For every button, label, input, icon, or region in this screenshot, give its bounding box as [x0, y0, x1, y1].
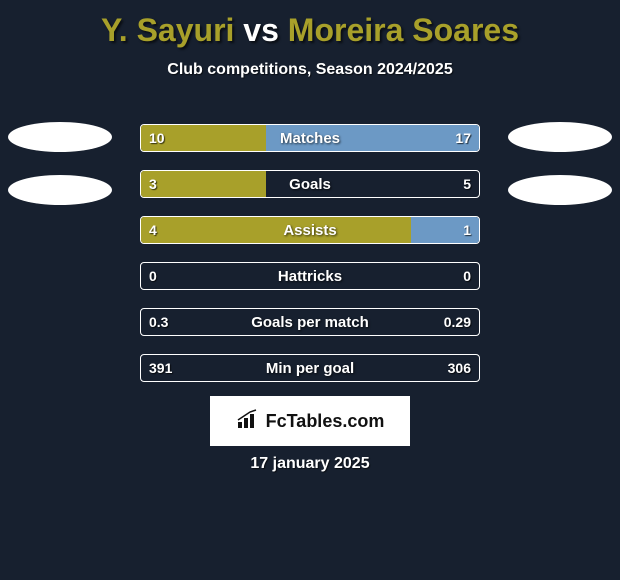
stat-label: Goals: [141, 171, 479, 197]
stat-value-right: 0: [455, 263, 479, 289]
stat-row-matches: 10 Matches 17: [140, 124, 480, 152]
stat-value-right: 0.29: [436, 309, 479, 335]
stat-value-right: 306: [440, 355, 479, 381]
vs-text: vs: [243, 12, 279, 48]
stat-bars-container: 10 Matches 17 3 Goals 5 4 Assists 1 0 Ha…: [140, 124, 480, 400]
stat-row-assists: 4 Assists 1: [140, 216, 480, 244]
player1-badge-placeholder-2: [8, 175, 112, 205]
bar-chart-icon: [236, 408, 260, 435]
comparison-title: Y. Sayuri vs Moreira Soares: [0, 0, 620, 49]
player1-name: Y. Sayuri: [101, 12, 234, 48]
stat-label: Min per goal: [141, 355, 479, 381]
player1-badge-placeholder-1: [8, 122, 112, 152]
stat-label: Matches: [141, 125, 479, 151]
stat-row-min-per-goal: 391 Min per goal 306: [140, 354, 480, 382]
player2-name: Moreira Soares: [288, 12, 519, 48]
subtitle: Club competitions, Season 2024/2025: [0, 61, 620, 79]
stat-value-right: 17: [447, 125, 479, 151]
stat-label: Assists: [141, 217, 479, 243]
logo-text: FcTables.com: [266, 411, 385, 432]
stat-row-hattricks: 0 Hattricks 0: [140, 262, 480, 290]
stat-label: Hattricks: [141, 263, 479, 289]
fctables-logo[interactable]: FcTables.com: [210, 396, 410, 446]
stat-value-right: 5: [455, 171, 479, 197]
snapshot-date: 17 january 2025: [0, 455, 620, 473]
stat-row-goals: 3 Goals 5: [140, 170, 480, 198]
player2-badge-placeholder-1: [508, 122, 612, 152]
stat-row-goals-per-match: 0.3 Goals per match 0.29: [140, 308, 480, 336]
player2-badge-placeholder-2: [508, 175, 612, 205]
stat-label: Goals per match: [141, 309, 479, 335]
stat-value-right: 1: [455, 217, 479, 243]
